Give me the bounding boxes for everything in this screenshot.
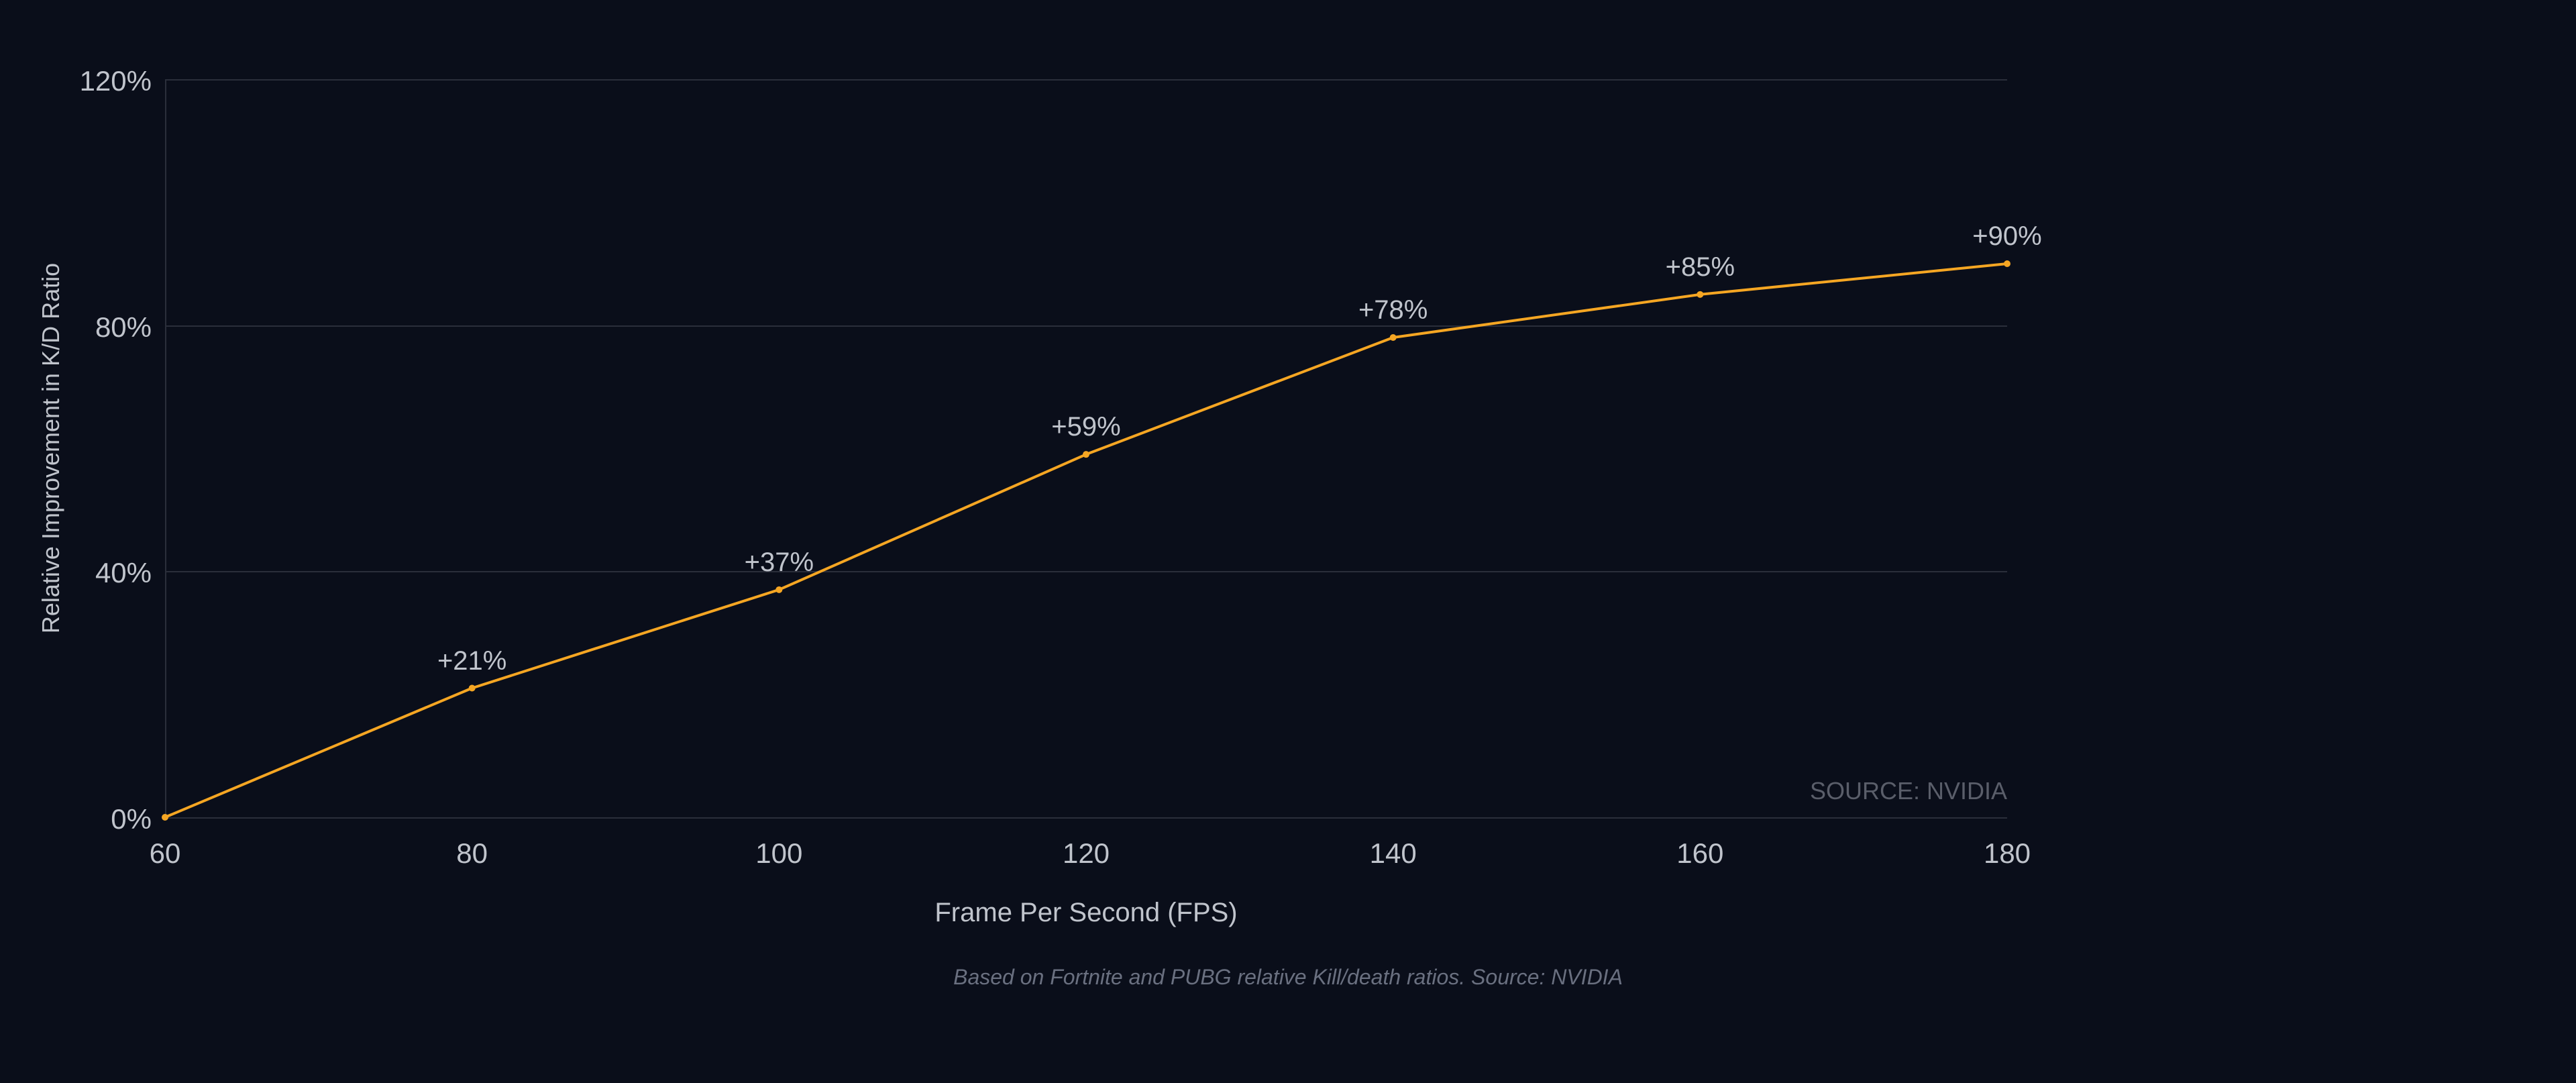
chart-caption: Based on Fortnite and PUBG relative Kill… bbox=[0, 965, 2576, 990]
plot-area bbox=[0, 0, 2576, 1083]
data-point-label: +37% bbox=[745, 548, 814, 578]
data-line bbox=[165, 264, 2007, 817]
chart-container: Relative Improvement in K/D Ratio Frame … bbox=[0, 0, 2576, 1083]
data-marker bbox=[1697, 291, 1703, 298]
data-point-label: +59% bbox=[1051, 412, 1120, 442]
data-point-label: +85% bbox=[1666, 252, 1735, 282]
data-point-label: +90% bbox=[1972, 221, 2041, 252]
data-marker bbox=[775, 586, 782, 593]
data-markers bbox=[162, 260, 2010, 821]
data-marker bbox=[162, 814, 168, 821]
data-point-label: +21% bbox=[437, 646, 506, 676]
data-marker bbox=[2004, 260, 2010, 267]
data-point-label: +78% bbox=[1358, 295, 1428, 325]
data-marker bbox=[1390, 334, 1397, 341]
data-marker bbox=[1083, 451, 1089, 458]
data-marker bbox=[469, 685, 476, 692]
source-label: SOURCE: NVIDIA bbox=[1810, 777, 2007, 805]
